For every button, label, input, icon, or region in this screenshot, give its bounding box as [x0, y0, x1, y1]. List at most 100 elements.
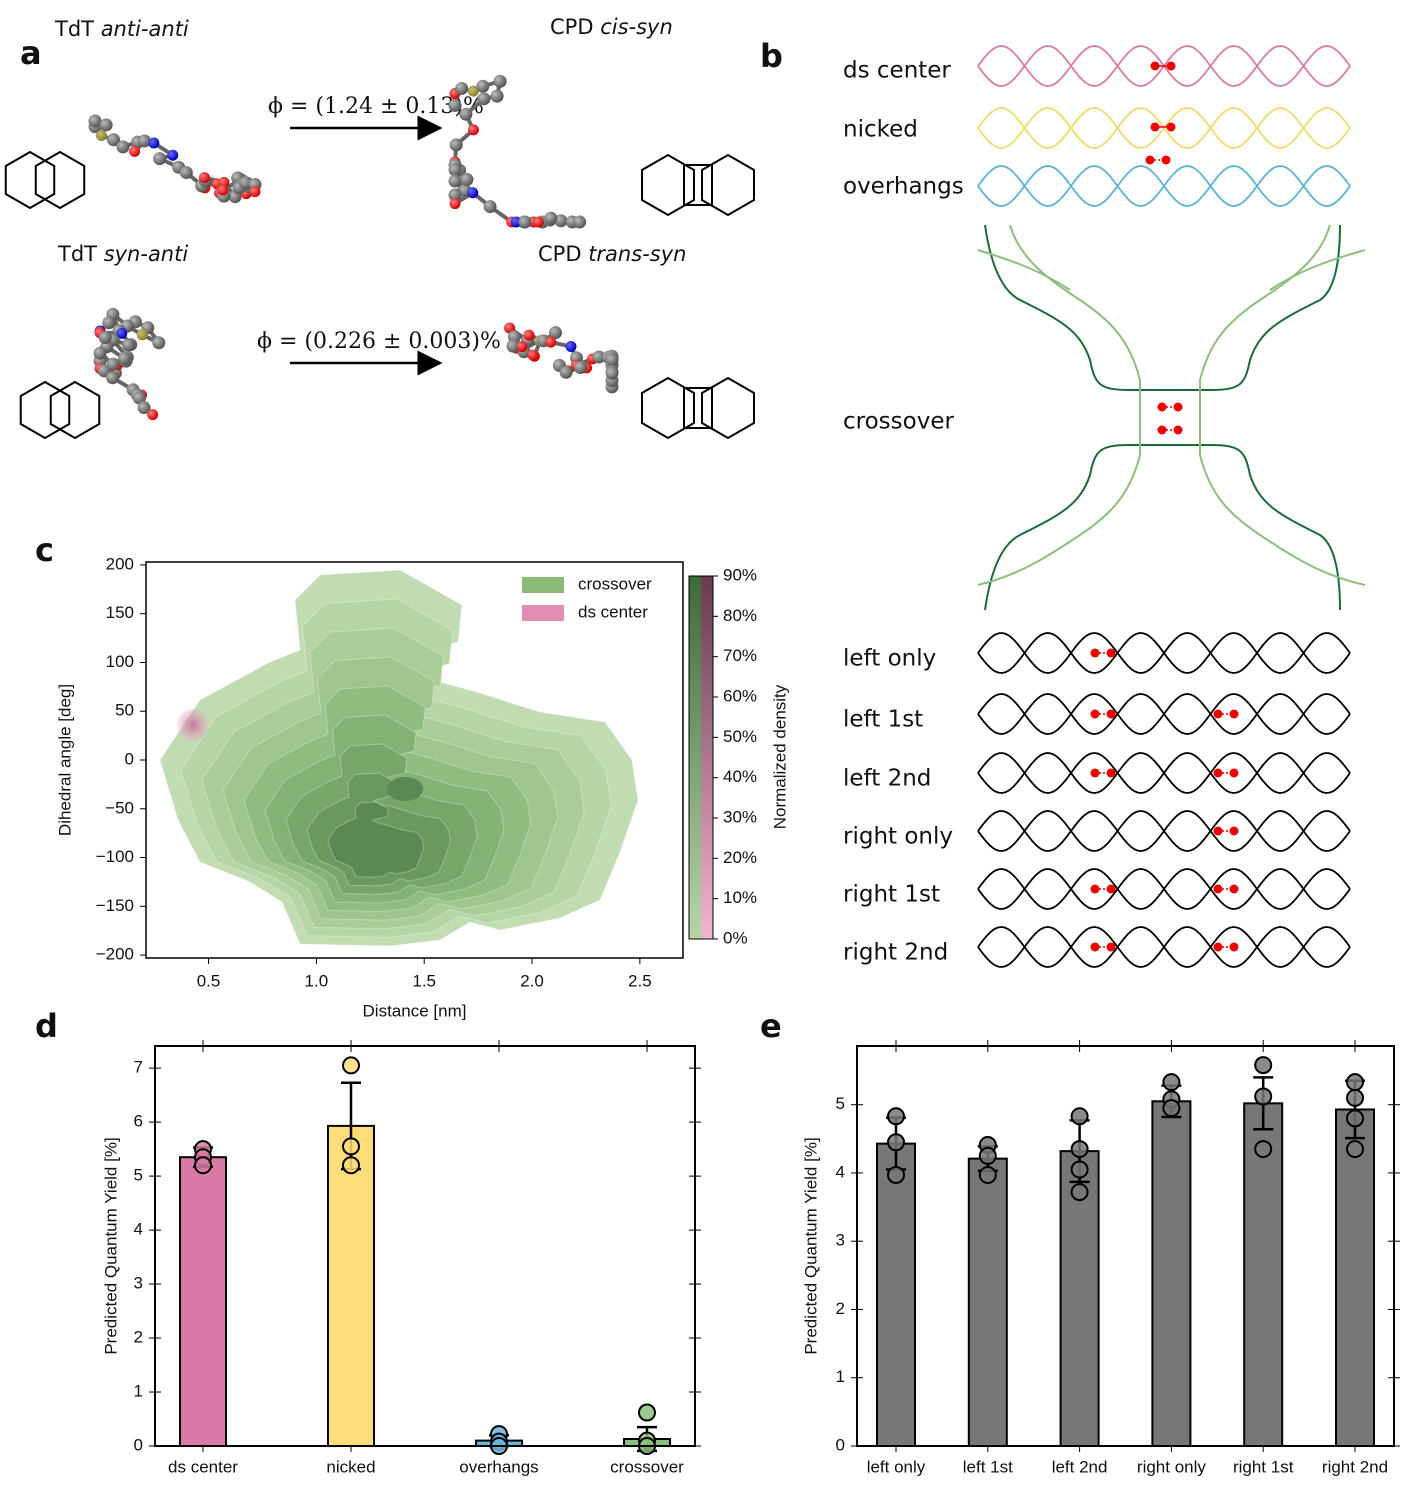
- colorbar-tick-label: 10%: [723, 888, 757, 907]
- x-tick-label: right 2nd: [1322, 1457, 1388, 1476]
- structure-isomer: cis-syn: [600, 15, 673, 39]
- x-tick-label: overhangs: [459, 1457, 538, 1476]
- atom: [148, 137, 159, 148]
- y-tick-label: 0: [134, 1435, 143, 1454]
- data-point: [1072, 1108, 1088, 1124]
- colorbar-tick-label: 60%: [723, 686, 757, 705]
- structure-name: CPD: [538, 242, 582, 266]
- data-point: [888, 1108, 904, 1124]
- data-point: [1255, 1141, 1271, 1157]
- x-tick-label: left 1st: [963, 1457, 1013, 1476]
- atom: [476, 80, 489, 93]
- structure-label: TdT anti-anti: [54, 17, 189, 41]
- y-tick-label: −150: [96, 896, 134, 915]
- dimer: [1091, 649, 1100, 658]
- x-tick-label: 2.5: [628, 971, 652, 990]
- diagram-label: nicked: [843, 117, 918, 143]
- atom: [606, 353, 619, 366]
- atom: [94, 347, 107, 360]
- legend-label: ds center: [578, 602, 648, 621]
- atom: [100, 118, 113, 131]
- atom: [167, 150, 178, 161]
- x-tick-label: left only: [867, 1457, 926, 1476]
- dimer: [1162, 156, 1171, 165]
- x-tick-label: ds center: [168, 1457, 238, 1476]
- dimer: [1107, 885, 1116, 894]
- atom: [129, 146, 140, 157]
- molecule: [504, 322, 618, 393]
- y-tick-label: −100: [96, 847, 134, 866]
- dna-strand: [978, 694, 1350, 734]
- y-tick-label: 1: [134, 1382, 143, 1401]
- dimer: [1214, 827, 1223, 836]
- atom: [450, 198, 461, 209]
- dimer: [1214, 710, 1223, 719]
- density-blob: [177, 709, 209, 741]
- dimer: [1151, 62, 1160, 71]
- dimer: [1158, 403, 1167, 412]
- atom: [459, 108, 472, 121]
- atom: [516, 341, 527, 352]
- data-point: [980, 1148, 996, 1164]
- y-tick-label: 5: [836, 1094, 845, 1113]
- plot-frame: [857, 1046, 1394, 1446]
- atom: [89, 114, 102, 127]
- data-point: [1072, 1162, 1088, 1178]
- crossover-strand: [985, 445, 1340, 610]
- y-tick-label: 200: [106, 554, 134, 573]
- atom: [560, 366, 573, 379]
- y-tick-label: 3: [836, 1231, 845, 1250]
- y-tick-label: 50: [115, 701, 134, 720]
- colorbar-tick-label: 90%: [723, 565, 757, 584]
- atom: [199, 172, 210, 183]
- cyclobutane: [684, 165, 712, 205]
- colorbar-tick-label: 80%: [723, 606, 757, 625]
- atom: [533, 217, 544, 228]
- bar: [1336, 1109, 1374, 1446]
- structure-label: TdT syn-anti: [57, 242, 188, 266]
- x-tick-label: left 2nd: [1052, 1457, 1108, 1476]
- crossover-strand: [985, 225, 1340, 390]
- atom: [523, 330, 534, 341]
- dna-strand: [978, 166, 1350, 206]
- dimer: [1107, 943, 1116, 952]
- colorbar-tick-label: 50%: [723, 727, 757, 746]
- dimer: [1091, 769, 1100, 778]
- dna-strand: [978, 633, 1350, 673]
- colorbar: [701, 576, 713, 939]
- dimer: [1214, 885, 1223, 894]
- atom: [468, 124, 479, 135]
- x-tick-label: right 1st: [1233, 1457, 1294, 1476]
- atom: [574, 361, 587, 374]
- legend-swatch: [522, 605, 564, 621]
- atom: [122, 339, 135, 352]
- atom: [573, 216, 586, 229]
- structure-isomer: trans-syn: [588, 242, 686, 266]
- data-point: [1255, 1057, 1271, 1073]
- diagram-label: left only: [843, 646, 936, 672]
- dimer: [1091, 943, 1100, 952]
- panel-label: d: [35, 1007, 58, 1045]
- atom: [180, 166, 193, 179]
- colorbar-label: Normalized density: [770, 684, 789, 829]
- x-tick-label: 0.5: [197, 971, 221, 990]
- atom: [606, 367, 619, 380]
- molecule: [94, 308, 166, 420]
- structure-isomer: anti-anti: [101, 17, 189, 41]
- atom: [527, 350, 538, 361]
- atom: [494, 75, 507, 88]
- atom: [147, 409, 158, 420]
- y-tick-label: 2: [836, 1299, 845, 1318]
- data-point: [1072, 1141, 1088, 1157]
- panel-label: a: [20, 34, 42, 72]
- x-tick-label: crossover: [610, 1457, 684, 1476]
- y-tick-label: 5: [134, 1166, 143, 1185]
- y-tick-label: 4: [836, 1162, 845, 1181]
- plot-frame: [155, 1046, 695, 1446]
- dimer: [1146, 156, 1155, 165]
- y-tick-label: 7: [134, 1058, 143, 1077]
- dimer: [1230, 827, 1239, 836]
- atom: [152, 336, 165, 349]
- dna-strand: [978, 811, 1350, 851]
- dimer: [1230, 769, 1239, 778]
